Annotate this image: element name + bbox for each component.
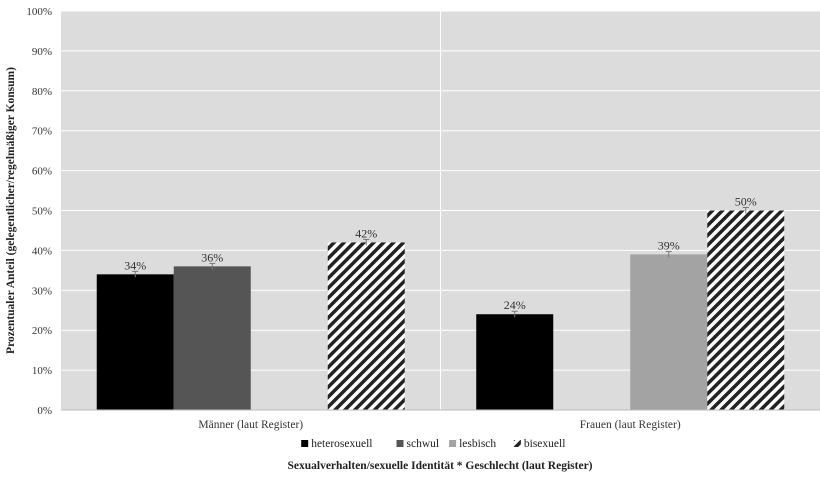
- x-tick-label: Frauen (laut Register): [580, 419, 681, 431]
- bar-heterosexuell: [96, 274, 174, 410]
- data-label: 50%: [735, 195, 757, 209]
- bar-bisexuell: [327, 242, 405, 410]
- bar-heterosexuell: [476, 314, 554, 410]
- y-tick-label: 90%: [32, 46, 52, 58]
- data-label: 42%: [355, 226, 377, 240]
- data-label: 24%: [504, 298, 526, 312]
- y-tick-label: 70%: [32, 126, 52, 138]
- y-tick-label: 0%: [37, 405, 52, 417]
- y-tick-label: 40%: [32, 245, 52, 257]
- bar-lesbisch: [630, 254, 708, 410]
- data-label: 34%: [124, 258, 146, 272]
- legend-swatch-lesbisch: [449, 440, 457, 447]
- legend-swatch-bisexuell: [513, 440, 521, 447]
- x-tick-label: Männer (laut Register): [198, 419, 303, 431]
- bar-schwul: [173, 266, 251, 410]
- legend-swatch-heterosexuell: [301, 440, 309, 447]
- data-label: 36%: [201, 250, 223, 264]
- legend-label-schwul: schwul: [407, 438, 440, 450]
- legend-swatch-schwul: [396, 440, 404, 447]
- legend-label-heterosexuell: heterosexuell: [311, 438, 372, 450]
- bar-bisexuell: [707, 210, 785, 410]
- y-tick-label: 20%: [32, 325, 52, 337]
- legend-label-bisexuell: bisexuell: [524, 438, 566, 450]
- data-label: 39%: [658, 238, 680, 252]
- y-tick-label: 60%: [32, 166, 52, 178]
- legend-label-lesbisch: lesbisch: [459, 438, 496, 450]
- y-tick-label: 80%: [32, 86, 52, 98]
- y-tick-label: 50%: [32, 206, 52, 218]
- y-axis-title: Prozentualer Anteil (gelegentlicher/rege…: [5, 67, 17, 354]
- y-tick-label: 10%: [32, 365, 52, 377]
- y-tick-label: 30%: [32, 285, 52, 297]
- y-tick-label: 100%: [26, 6, 52, 18]
- x-axis-title: Sexualverhalten/sexuelle Identität * Ges…: [287, 460, 592, 472]
